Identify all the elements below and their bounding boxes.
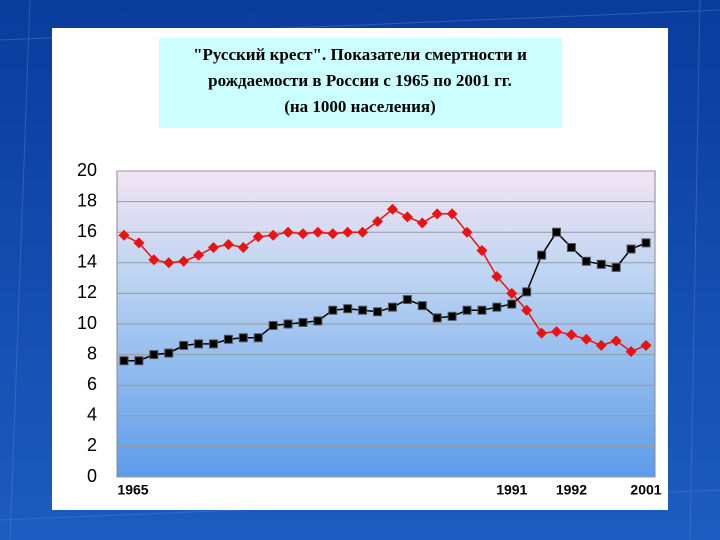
point [552,227,562,237]
point [462,305,472,315]
y-tick-label: 8 [87,343,97,363]
y-tick-label: 18 [77,190,97,210]
point [222,238,234,250]
y-tick-label: 6 [87,374,97,394]
point [312,226,324,238]
point [641,238,651,248]
point [194,339,204,349]
point [267,229,279,241]
point [358,305,368,315]
point [148,254,160,266]
point [580,333,592,345]
x-tick-label: 1965 [117,482,148,498]
point [282,226,294,238]
point [507,299,517,309]
point [223,334,233,344]
point [492,302,502,312]
point [477,305,487,315]
point [537,250,547,260]
point [252,231,264,243]
point [551,326,563,338]
y-tick-label: 12 [77,282,97,302]
point [417,301,427,311]
point [372,215,384,227]
point [193,249,205,261]
point [357,226,369,238]
point [626,244,636,254]
point [640,339,652,351]
point [342,226,354,238]
point [133,237,145,249]
point [506,287,518,299]
point [536,327,548,339]
point [118,229,130,241]
point [373,307,383,317]
point [268,321,278,331]
chart-title: (на 1000 населения) [284,97,436,116]
x-tick-label: 1992 [556,482,587,498]
point [446,208,458,220]
y-tick-label: 16 [77,221,97,241]
point [387,302,397,312]
chart-title: рождаемости в России с 1965 по 2001 гг. [208,71,512,90]
x-tick-label: 2001 [630,482,661,498]
y-tick-label: 10 [77,313,97,333]
title-box [159,38,562,128]
point [313,316,323,326]
point [565,329,577,341]
point [238,333,248,343]
point [134,356,144,366]
point [596,259,606,269]
point [386,203,398,215]
chart-title: "Русский крест". Показатели смертности и [193,45,527,64]
point [327,228,339,240]
y-tick-label: 0 [87,466,97,486]
point [164,348,174,358]
point [328,305,338,315]
point [416,217,428,229]
point [297,228,309,240]
point [581,256,591,266]
y-tick-label: 14 [77,252,97,272]
point [447,311,457,321]
point [283,319,293,329]
point [610,335,622,347]
point [253,333,263,343]
point [402,295,412,305]
y-tick-label: 20 [77,160,97,180]
point [625,346,637,358]
x-tick-label: 1991 [496,482,527,498]
point [521,304,533,316]
point [491,271,503,283]
point [432,313,442,323]
point [298,317,308,327]
point [149,350,159,360]
point [119,356,129,366]
point [343,304,353,314]
y-tick-label: 2 [87,435,97,455]
point [522,287,532,297]
point [595,339,607,351]
point [178,255,190,267]
point [476,245,488,257]
point [179,340,189,350]
point [163,257,175,269]
point [237,242,249,253]
point [566,243,576,252]
point [208,339,218,349]
point [401,211,413,223]
point [611,262,621,272]
y-tick-label: 4 [87,405,97,425]
point [461,226,473,238]
point [207,242,219,253]
point [431,208,443,220]
